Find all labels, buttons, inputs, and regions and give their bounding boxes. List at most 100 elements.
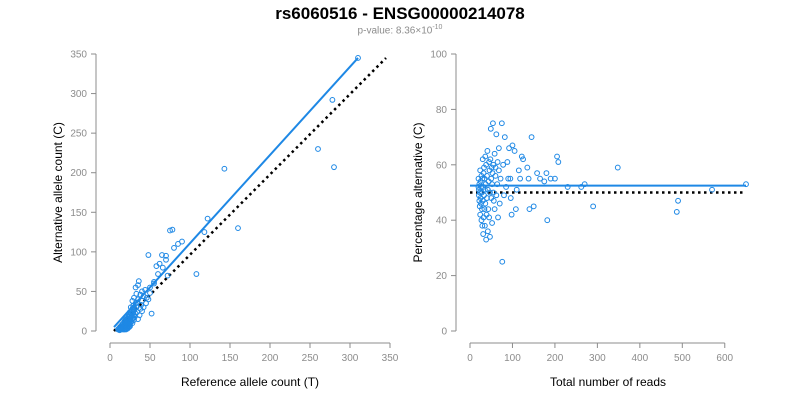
right-data-point xyxy=(512,206,519,213)
right-data-point xyxy=(526,206,533,213)
right-data-point xyxy=(497,175,504,182)
right-data-point xyxy=(493,131,500,138)
right-data-point xyxy=(494,159,501,165)
right-y-axis-title: Percentage alternative (C) xyxy=(411,122,425,262)
left-data-point xyxy=(167,227,173,234)
right-data-point xyxy=(506,145,512,152)
left-x-tick-label: 350 xyxy=(382,353,399,364)
left-data-point xyxy=(116,324,123,331)
left-data-point xyxy=(135,278,142,285)
right-data-point xyxy=(489,220,495,226)
left-y-tick-label: 250 xyxy=(70,129,87,140)
right-data-point xyxy=(481,222,488,229)
left-data-point xyxy=(115,326,121,333)
right-data-point xyxy=(543,170,550,177)
right-x-tick-label: 500 xyxy=(674,353,691,364)
right-data-point xyxy=(481,206,488,213)
left-y-tick-label: 0 xyxy=(81,327,87,338)
right-data-point xyxy=(490,120,496,127)
right-data-point xyxy=(501,192,507,199)
right-data-point xyxy=(528,134,535,141)
left-data-point xyxy=(129,298,136,304)
left-data-point xyxy=(171,245,177,251)
left-data-point xyxy=(235,225,241,232)
right-data-point xyxy=(673,208,680,215)
left-data-point xyxy=(331,164,337,171)
right-data-point xyxy=(503,184,509,190)
right-data-point xyxy=(501,134,508,141)
right-data-point xyxy=(487,125,494,132)
right-data-point xyxy=(476,189,483,196)
left-x-axis-title: Reference allele count (T) xyxy=(181,375,319,389)
right-x-tick-label: 0 xyxy=(467,353,473,364)
left-data-point xyxy=(139,288,145,295)
p-value-exponent: -10 xyxy=(432,24,443,31)
right-data-point xyxy=(547,175,554,182)
right-data-point xyxy=(564,184,571,190)
left-data-point xyxy=(175,241,181,247)
right-data-point xyxy=(525,175,532,182)
right-data-point xyxy=(476,181,483,188)
left-x-tick-label: 200 xyxy=(262,353,279,364)
left-x-tick-label: 150 xyxy=(222,353,239,364)
right-data-point xyxy=(487,233,493,240)
right-data-point xyxy=(534,170,540,177)
right-data-point xyxy=(709,186,715,193)
chart-title: rs6060516 - ENSG00000214078 xyxy=(275,4,525,23)
left-data-point xyxy=(355,55,361,61)
right-data-point xyxy=(511,148,518,154)
right-data-point xyxy=(500,161,507,168)
right-data-point xyxy=(513,186,520,193)
right-data-point xyxy=(491,206,498,213)
left-data-point xyxy=(315,146,321,152)
left-data-point xyxy=(193,271,200,277)
right-data-point xyxy=(491,150,498,157)
right-data-point xyxy=(675,197,681,204)
right-data-point xyxy=(484,148,491,154)
right-data-point xyxy=(487,156,494,163)
left-data-point xyxy=(147,284,153,291)
right-data-point xyxy=(504,159,511,165)
right-x-tick-label: 300 xyxy=(589,353,606,364)
left-data-point xyxy=(163,256,169,263)
right-data-point xyxy=(517,175,524,182)
right-data-point xyxy=(495,145,502,152)
right-data-point xyxy=(480,231,487,237)
left-data-point xyxy=(147,290,153,296)
left-data-point xyxy=(204,215,211,222)
left-data-point xyxy=(131,294,137,301)
right-data-point xyxy=(614,164,621,171)
right-data-point xyxy=(518,153,525,160)
right-data-point xyxy=(495,214,501,221)
right-data-point xyxy=(508,211,515,218)
right-data-point xyxy=(476,186,482,193)
right-y-tick-label: 60 xyxy=(436,160,448,171)
left-x-tick-label: 300 xyxy=(342,353,359,364)
right-y-tick-label: 40 xyxy=(436,216,448,227)
right-data-point xyxy=(484,228,491,235)
right-data-point xyxy=(481,164,487,171)
right-x-tick-label: 100 xyxy=(504,353,521,364)
right-data-point xyxy=(489,170,496,177)
left-fit-line xyxy=(113,57,359,328)
left-data-point xyxy=(164,272,171,279)
right-data-point xyxy=(515,167,522,174)
right-data-point xyxy=(490,189,497,196)
left-data-point xyxy=(145,252,152,258)
right-data-point xyxy=(555,159,562,165)
right-data-point xyxy=(537,175,543,182)
right-y-tick-label: 20 xyxy=(436,271,448,282)
right-data-point xyxy=(475,175,482,182)
right-data-point xyxy=(485,206,492,213)
right-data-point xyxy=(524,164,531,171)
right-data-point xyxy=(475,184,482,190)
right-data-point xyxy=(507,175,514,182)
right-data-point xyxy=(478,217,485,224)
left-data-point xyxy=(159,252,165,258)
left-y-tick-label: 350 xyxy=(70,50,87,61)
right-x-tick-label: 400 xyxy=(632,353,649,364)
left-data-point xyxy=(201,229,208,235)
right-data-point xyxy=(509,142,516,149)
left-y-tick-label: 150 xyxy=(70,208,87,219)
